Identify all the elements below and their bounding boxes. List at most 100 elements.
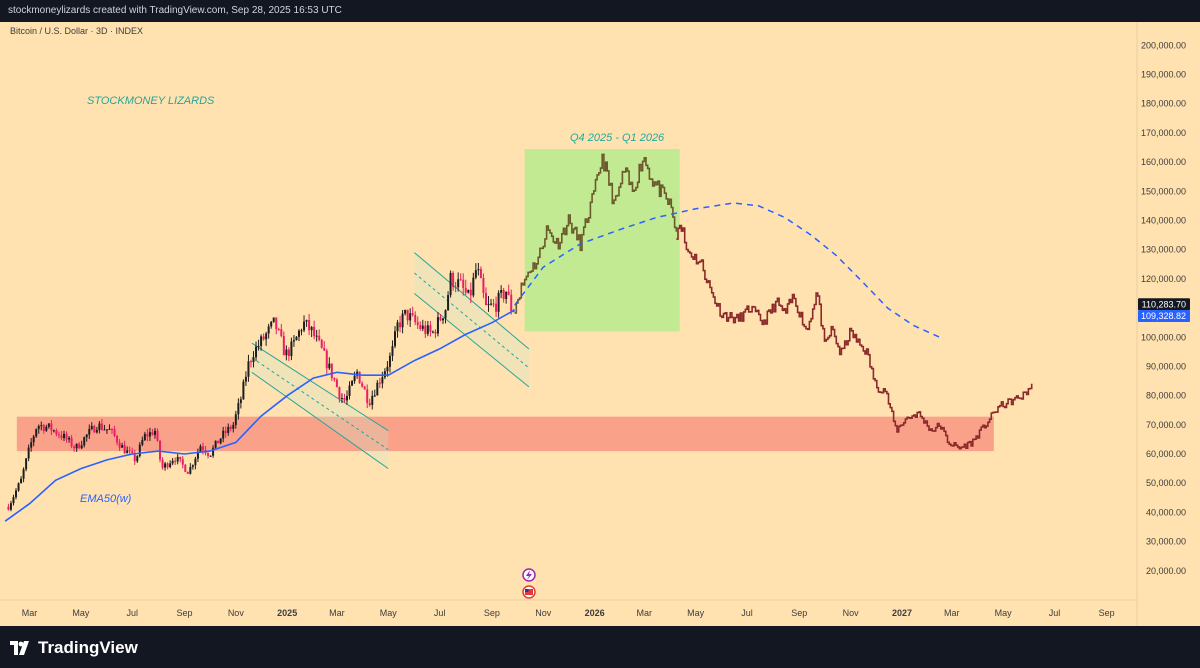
channel-lower-line[interactable] xyxy=(414,293,530,388)
candle-body xyxy=(95,429,98,433)
event-markers[interactable] xyxy=(522,568,536,599)
candle-body xyxy=(371,395,374,406)
candle-body xyxy=(472,277,475,296)
candle-body xyxy=(212,447,215,456)
candle-body xyxy=(487,303,490,305)
candle-body xyxy=(201,446,204,451)
candle-body xyxy=(186,471,189,474)
candle-body xyxy=(227,426,230,433)
candle-body xyxy=(55,430,58,435)
support-zone[interactable] xyxy=(16,416,994,452)
candle-body xyxy=(406,309,409,321)
candle-body xyxy=(373,395,376,397)
candle-body xyxy=(275,317,278,330)
chart-area[interactable]: Bitcoin / U.S. Dollar · 3D · INDEX STOCK… xyxy=(0,22,1200,626)
cycle-projection-curve[interactable] xyxy=(514,202,941,338)
candle-body xyxy=(247,361,250,377)
candle-body xyxy=(267,326,270,334)
candle-body xyxy=(15,490,18,498)
candle-body xyxy=(497,292,500,312)
x-tick-label: Mar xyxy=(637,608,653,618)
candle-body xyxy=(482,278,485,294)
last-price-tag: 110,283.70 xyxy=(1142,299,1186,309)
last-price-tag-bg[interactable] xyxy=(1138,298,1190,311)
candle-body xyxy=(457,279,460,288)
candle-body xyxy=(436,317,439,334)
candle-body xyxy=(234,414,237,425)
channel-lower-line[interactable] xyxy=(251,371,389,470)
x-tick-label: May xyxy=(687,608,705,618)
candle-body xyxy=(426,325,429,334)
candle-body xyxy=(242,381,245,400)
candle-body xyxy=(368,403,371,406)
flag-canton xyxy=(525,589,529,592)
candle-body xyxy=(17,483,20,491)
price-chart[interactable]: Bitcoin / U.S. Dollar · 3D · INDEX STOCK… xyxy=(0,22,1200,626)
ema-line[interactable] xyxy=(4,309,515,522)
candle-body xyxy=(156,430,159,441)
channel-upper-line[interactable] xyxy=(251,342,389,432)
x-tick-label: Mar xyxy=(329,608,345,618)
lightning-glyph xyxy=(526,570,532,580)
y-tick-label: 20,000.00 xyxy=(1146,566,1186,576)
channel-fill xyxy=(414,252,529,387)
x-tick-label: Mar xyxy=(944,608,960,618)
candle-body xyxy=(479,269,482,279)
candle-body xyxy=(467,289,470,293)
candle-body xyxy=(260,336,263,346)
y-tick-label: 130,000.00 xyxy=(1141,245,1186,255)
candle-body xyxy=(444,310,447,319)
candle-body xyxy=(345,396,348,401)
candle-body xyxy=(464,287,467,293)
candle-body xyxy=(174,460,177,462)
candle-body xyxy=(88,428,91,435)
time-axis[interactable]: Mar May Jul Sep Nov 2025 Mar May Jul Sep Nov 2026 Ma… xyxy=(22,608,1115,618)
candle-body xyxy=(469,289,472,296)
x-tick-label: Nov xyxy=(535,608,552,618)
ema-price-tag-bg[interactable] xyxy=(1138,310,1190,323)
candle-body xyxy=(351,381,354,386)
candle-body xyxy=(305,320,308,322)
x-tick-label: 2025 xyxy=(277,608,297,618)
projection-path-decline[interactable] xyxy=(676,224,1033,450)
x-tick-label: Jul xyxy=(434,608,446,618)
candle-body xyxy=(249,361,252,363)
channel-mid-line xyxy=(414,272,530,369)
candle-body xyxy=(73,446,76,449)
candle-body xyxy=(330,363,333,379)
candle-body xyxy=(477,269,480,271)
y-tick-label: 170,000.00 xyxy=(1141,128,1186,138)
candle-body xyxy=(505,291,508,299)
candle-body xyxy=(416,322,419,326)
candle-body xyxy=(191,465,194,467)
candle-body xyxy=(414,314,417,323)
candle-body xyxy=(121,445,124,448)
target-zone[interactable] xyxy=(524,148,680,332)
candle-body xyxy=(343,397,346,401)
candle-body xyxy=(224,430,227,433)
candle-body xyxy=(500,290,503,293)
candle-body xyxy=(255,346,258,358)
y-tick-label: 30,000.00 xyxy=(1146,537,1186,547)
candle-body xyxy=(439,317,442,321)
candle-body xyxy=(353,375,356,382)
candle-body xyxy=(287,349,290,357)
candle-body xyxy=(37,425,40,430)
candle-body xyxy=(105,429,108,431)
zone-label: Q4 2025 - Q1 2026 xyxy=(570,132,665,144)
candle-body xyxy=(376,382,379,396)
candle-body xyxy=(340,397,343,399)
candle-body xyxy=(12,497,15,504)
x-tick-label: May xyxy=(995,608,1013,618)
y-tick-label: 200,000.00 xyxy=(1141,40,1186,50)
candle-body xyxy=(265,333,268,340)
channel-upper-line[interactable] xyxy=(414,252,530,350)
tradingview-logo[interactable]: TradingView xyxy=(10,638,138,658)
candle-body xyxy=(222,430,225,439)
candle-body xyxy=(100,423,103,430)
candle-body xyxy=(108,428,111,430)
projection-path-rally[interactable] xyxy=(514,153,678,314)
candle-body xyxy=(394,331,397,347)
candle-body xyxy=(184,464,187,472)
candle-body xyxy=(381,377,384,384)
